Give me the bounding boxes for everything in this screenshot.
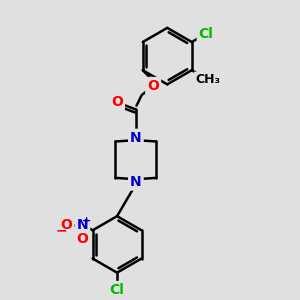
Text: Cl: Cl	[110, 283, 124, 297]
Text: −: −	[56, 223, 67, 237]
Text: +: +	[82, 216, 91, 226]
Text: O: O	[60, 218, 72, 232]
Text: CH₃: CH₃	[195, 73, 220, 86]
Text: N: N	[76, 218, 88, 232]
Text: N: N	[130, 175, 142, 189]
Text: O: O	[76, 232, 88, 246]
Text: O: O	[111, 94, 123, 109]
Text: O: O	[147, 79, 159, 93]
Text: Cl: Cl	[199, 27, 214, 41]
Text: N: N	[130, 131, 142, 145]
